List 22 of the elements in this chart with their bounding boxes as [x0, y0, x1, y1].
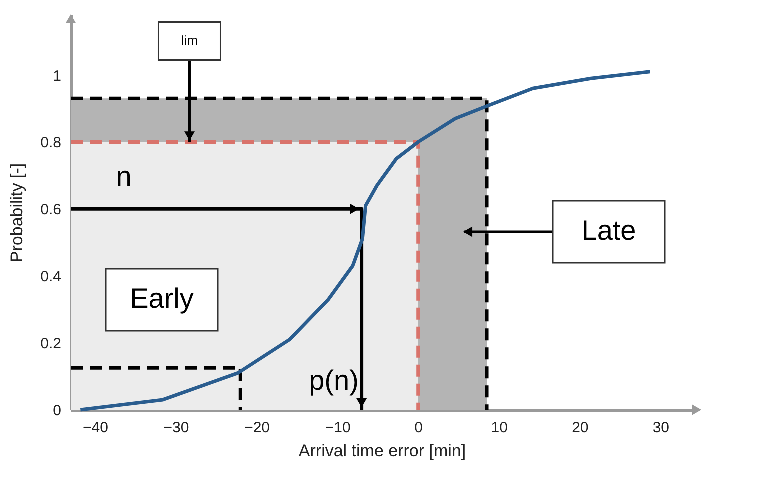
y-tick-label: 0 — [53, 402, 62, 420]
y-tick-label: 0.6 — [40, 202, 62, 219]
annotation: Late — [582, 215, 636, 246]
annotation: lim — [181, 33, 198, 48]
y-tick-label: 0.8 — [40, 134, 62, 152]
x-tick-label: −40 — [83, 420, 108, 436]
x-tick-label: −10 — [325, 420, 351, 436]
annotation: p(n) — [309, 365, 359, 396]
x-tick-label: 30 — [652, 420, 670, 436]
y-tick-label: 0.4 — [40, 268, 62, 286]
x-tick-label: 0 — [414, 420, 424, 436]
annotation: n — [116, 161, 132, 192]
line-series — [78, 70, 652, 412]
x-tick-label: 10 — [491, 420, 508, 436]
y-tick-label: 1 — [53, 68, 62, 85]
x-tick-label: −30 — [164, 420, 190, 436]
x-tick-label: 20 — [572, 420, 589, 436]
x-tick-label: −20 — [244, 420, 270, 436]
y-tick-label: 0.2 — [40, 336, 62, 353]
x-axis-title: Arrival time error [min] — [298, 442, 466, 460]
y-axis-title: Probability [-] — [8, 163, 27, 263]
annotation: Early — [130, 283, 194, 314]
